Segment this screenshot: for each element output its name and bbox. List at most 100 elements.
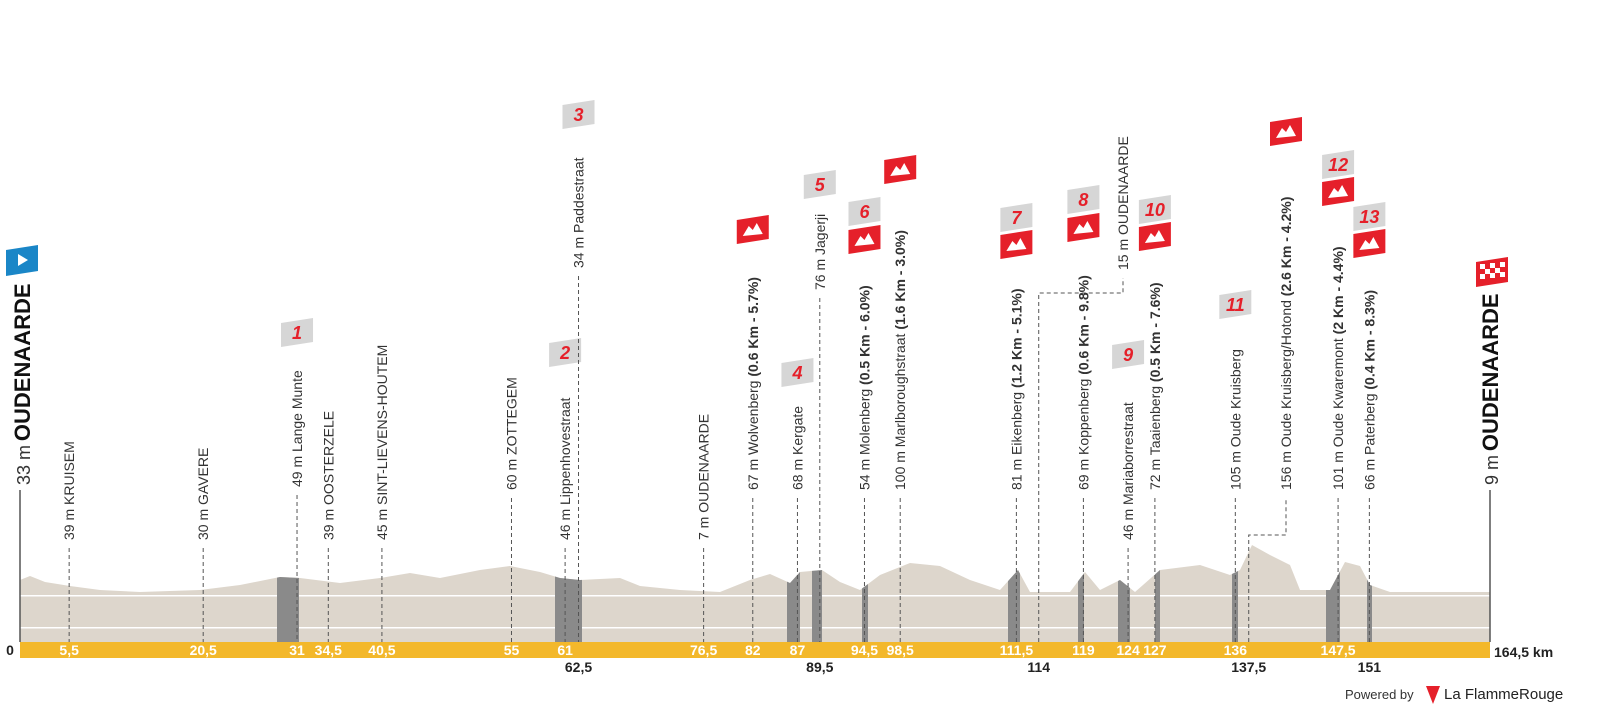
- km-label: 61: [557, 642, 573, 658]
- marker-number: 8: [1078, 190, 1088, 210]
- profile: [20, 545, 1490, 642]
- marker-number: 2: [559, 343, 570, 363]
- elevation: 49 m: [289, 456, 305, 487]
- waypoint-label: 39 m KRUISEM: [61, 441, 77, 540]
- waypoint-label: 15 m OUDENAARDE: [1115, 136, 1131, 270]
- climb-icon: [854, 233, 875, 246]
- marker-number: 4: [791, 363, 802, 383]
- km-label: 137,5: [1231, 659, 1266, 675]
- km-label: 82: [745, 642, 761, 658]
- place-name: Oude Kruisberg: [1227, 349, 1243, 447]
- km-label: 89,5: [806, 659, 833, 675]
- km-label: 20,5: [190, 642, 217, 658]
- waypoint-label: 39 m OOSTERZELE: [320, 411, 336, 540]
- marker-flag: [1112, 340, 1145, 369]
- waypoint-label: 49 m Lange Munte: [289, 370, 305, 487]
- waypoint-label: 46 m Mariaborrestraat: [1120, 402, 1136, 540]
- km-label: 127: [1143, 642, 1167, 658]
- marker-flag: [1000, 203, 1033, 232]
- elevation: 15 m: [1115, 239, 1131, 270]
- marker-number: 1: [292, 323, 302, 343]
- marker-flag: [1219, 290, 1252, 319]
- place-name: Marlboroughstraat: [892, 333, 908, 447]
- km-label: 151: [1358, 659, 1382, 675]
- waypoint-label: 46 m Lippenhovestraat: [557, 397, 573, 540]
- waypoint-label: 67 m Wolvenberg (0.6 Km - 5.7%): [745, 277, 761, 490]
- finish-flag: [1476, 257, 1508, 287]
- climb-detail: (0.5 Km - 7.6%): [1147, 282, 1163, 382]
- place-name: Jagerji: [812, 214, 828, 255]
- elevation: 39 m: [61, 509, 77, 540]
- place-name: Oude Kruisberg/Hotond: [1278, 300, 1294, 447]
- marker-flag: [803, 170, 836, 199]
- marker-flag: [1067, 185, 1100, 214]
- climb-icon: [1073, 221, 1094, 234]
- km-label: 55: [504, 642, 520, 658]
- climb-flag: [1000, 230, 1033, 259]
- elevation: 60 m: [503, 459, 519, 490]
- marker-number: 5: [815, 175, 826, 195]
- place-name: Molenberg: [856, 389, 872, 455]
- km-label: 119: [1072, 642, 1095, 658]
- marker-flag: [781, 358, 814, 387]
- waypoint-label: 7 m OUDENAARDE: [696, 414, 712, 540]
- climb-detail: (0.6 Km - 5.7%): [745, 277, 761, 377]
- marker-number: 12: [1328, 155, 1348, 175]
- climb-flag: [1322, 177, 1355, 206]
- waypoint-label: 69 m Koppenberg (0.6 Km - 9.8%): [1075, 275, 1091, 490]
- marker-number: 9: [1123, 345, 1133, 365]
- elevation: 100 m: [892, 451, 908, 490]
- climb-detail: (0.5 Km - 6.0%): [856, 285, 872, 385]
- km-label: 124: [1116, 642, 1140, 658]
- marker-number: 13: [1359, 207, 1379, 227]
- place-name: OUDENAARDE: [696, 414, 712, 513]
- km-label: 98,5: [887, 642, 914, 658]
- elevation: 66 m: [1361, 459, 1377, 490]
- place-name: ZOTTEGEM: [503, 377, 519, 455]
- km-label: 114: [1027, 659, 1050, 675]
- start-elevation: 33 m: [14, 445, 34, 485]
- climb-icon: [1359, 237, 1380, 250]
- km-label: 87: [790, 642, 806, 658]
- place-name: Lange Munte: [289, 370, 305, 452]
- waypoint-label: 100 m Marlboroughstraat (1.6 Km - 3.0%): [892, 230, 908, 490]
- place-name: Paddestraat: [571, 157, 587, 233]
- elevation: 101 m: [1330, 451, 1346, 490]
- place-name: Kergate: [789, 406, 805, 455]
- elevation: 30 m: [195, 509, 211, 540]
- km-label: 111,5: [1000, 642, 1034, 658]
- marker-flag: [1322, 150, 1355, 179]
- climb-detail: (1.2 Km - 5.1%): [1008, 288, 1024, 388]
- brand-logo: [1426, 686, 1440, 704]
- km-label: 5,5: [59, 642, 79, 658]
- distance-bar: [20, 642, 1490, 658]
- elevation: 105 m: [1227, 451, 1243, 490]
- waypoint-label: 34 m Paddestraat: [571, 157, 587, 268]
- place-name: OOSTERZELE: [320, 411, 336, 505]
- waypoint-label: 101 m Oude Kwaremont (2 Km - 4.4%): [1330, 246, 1346, 490]
- km-label: 76,5: [690, 642, 717, 658]
- finish-name: OUDENAARDE: [1478, 293, 1503, 451]
- climb-flag: [884, 155, 917, 184]
- climb-flag: [1353, 229, 1386, 258]
- elevation: 46 m: [557, 509, 573, 540]
- km-label: 31: [289, 642, 305, 658]
- elevation: 7 m: [696, 517, 712, 540]
- km-start: 0: [6, 642, 14, 658]
- place-name: Koppenberg: [1075, 379, 1091, 455]
- climb-icon: [1328, 185, 1349, 198]
- waypoint-label: 72 m Taaienberg (0.5 Km - 7.6%): [1147, 282, 1163, 490]
- climb-flag: [736, 215, 769, 244]
- marker-number: 3: [574, 105, 584, 125]
- elevation: 68 m: [789, 459, 805, 490]
- climb-icon: [890, 163, 911, 176]
- climb-flag: [1067, 213, 1100, 242]
- elevation: 81 m: [1008, 459, 1024, 490]
- climb-flag: [1138, 222, 1171, 251]
- place-name: Lippenhovestraat: [557, 397, 573, 505]
- elevation: 46 m: [1120, 509, 1136, 540]
- km-end: 164,5 km: [1494, 644, 1553, 660]
- start-name: OUDENAARDE: [10, 283, 35, 441]
- elevation: 45 m: [374, 509, 390, 540]
- climb-detail: (2 Km - 4.4%): [1330, 246, 1346, 334]
